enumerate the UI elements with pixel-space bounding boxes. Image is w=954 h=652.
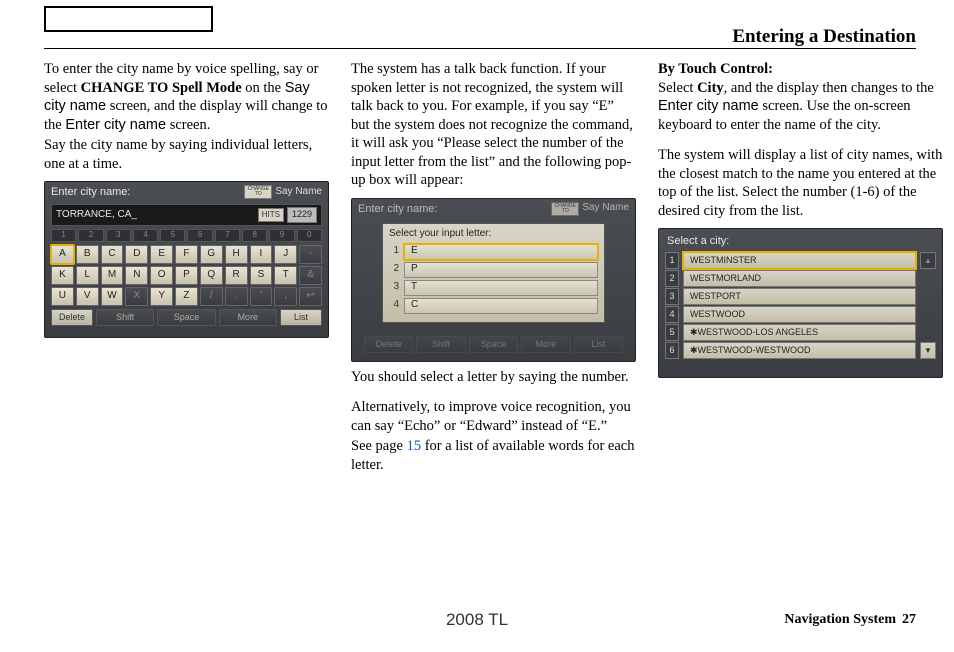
dev1-input-field[interactable]: TORRANCE, CA_ HITS 1229 xyxy=(51,204,322,226)
screenshot-select-city: Select a city: 1WESTMINSTER▲ 2WESTMORLAN… xyxy=(658,228,943,378)
key[interactable]: S xyxy=(250,266,273,285)
space-button[interactable]: Space xyxy=(157,309,215,326)
key[interactable]: P xyxy=(175,266,198,285)
key[interactable]: B xyxy=(76,245,99,264)
key[interactable]: L xyxy=(76,266,99,285)
dev1-number-row: 1 2 3 4 5 6 7 8 9 0 xyxy=(51,229,322,242)
city-option[interactable]: WESTMORLAND xyxy=(683,270,916,287)
city-option[interactable]: ✱WESTWOOD-WESTWOOD xyxy=(683,342,916,359)
key[interactable]: T xyxy=(274,266,297,285)
col2-para1: The system has a talk back function. If … xyxy=(351,60,636,190)
hits-label: HITS xyxy=(258,208,284,222)
key[interactable]: Z xyxy=(175,287,198,306)
key-comma[interactable]: , xyxy=(274,287,297,306)
dev3-title: Select a city: xyxy=(659,229,942,251)
popup-option[interactable]: C xyxy=(404,298,598,314)
key[interactable]: N xyxy=(125,266,148,285)
key[interactable]: W xyxy=(101,287,124,306)
key[interactable]: R xyxy=(225,266,248,285)
more-button: More xyxy=(521,336,570,353)
space-button: Space xyxy=(469,336,518,353)
numkey[interactable]: 0 xyxy=(297,229,322,242)
more-button[interactable]: More xyxy=(219,309,277,326)
change-to-button: CHANGETO xyxy=(551,202,579,216)
popup-select-letter: Select your input letter: 1E 2P 3T 4C xyxy=(382,223,605,323)
page-title: Entering a Destination xyxy=(732,26,916,48)
city-option[interactable]: WESTWOOD xyxy=(683,306,916,323)
key-enter[interactable]: ↩ xyxy=(299,287,322,306)
key[interactable]: F xyxy=(175,245,198,264)
col2-para4: See page 15 for a list of available word… xyxy=(351,437,636,474)
say-name-label: Say Name xyxy=(275,186,322,199)
key[interactable]: X xyxy=(125,287,148,306)
numkey[interactable]: 1 xyxy=(51,229,76,242)
numkey[interactable]: 7 xyxy=(215,229,240,242)
col2-para2: You should select a letter by saying the… xyxy=(351,368,636,387)
col1-para1: To enter the city name by voice spelling… xyxy=(44,60,329,134)
delete-button[interactable]: Delete xyxy=(51,309,93,326)
key-slash[interactable]: / xyxy=(200,287,223,306)
screenshot-select-input-letter: Enter city name: CHANGETO Say Name Selec… xyxy=(351,198,636,362)
key[interactable]: Y xyxy=(150,287,173,306)
key-apos[interactable]: ' xyxy=(250,287,273,306)
numkey[interactable]: 4 xyxy=(133,229,158,242)
change-to-button[interactable]: CHANGETO xyxy=(244,185,272,199)
key[interactable]: I xyxy=(250,245,273,264)
col3-para2: The system will display a list of city n… xyxy=(658,146,943,220)
top-blank-box xyxy=(44,6,213,32)
key[interactable]: G xyxy=(200,245,223,264)
popup-option[interactable]: T xyxy=(404,280,598,296)
key[interactable]: H xyxy=(225,245,248,264)
key-a[interactable]: A xyxy=(51,245,74,264)
key[interactable]: D xyxy=(125,245,148,264)
scroll-up-icon[interactable]: ▲ xyxy=(920,252,936,269)
key-hyphen[interactable]: - xyxy=(299,245,322,264)
popup-title: Select your input letter: xyxy=(389,228,598,241)
footer-right: Navigation System27 xyxy=(784,612,916,628)
numkey[interactable]: 8 xyxy=(242,229,267,242)
col1-para2: Say the city name by saying individual l… xyxy=(44,136,329,173)
page-link[interactable]: 15 xyxy=(407,438,422,454)
key[interactable]: C xyxy=(101,245,124,264)
shift-button: Shift xyxy=(416,336,465,353)
screenshot-enter-city-keyboard: Enter city name: CHANGETO Say Name TORRA… xyxy=(44,181,329,338)
key[interactable]: U xyxy=(51,287,74,306)
popup-option[interactable]: P xyxy=(404,262,598,278)
key[interactable]: E xyxy=(150,245,173,264)
key[interactable]: Q xyxy=(200,266,223,285)
numkey[interactable]: 9 xyxy=(269,229,294,242)
key[interactable]: V xyxy=(76,287,99,306)
numkey[interactable]: 6 xyxy=(187,229,212,242)
hits-count: 1229 xyxy=(287,207,317,223)
key-dot[interactable]: . xyxy=(225,287,248,306)
dev2-title: Enter city name: xyxy=(358,202,437,216)
popup-option[interactable]: E xyxy=(404,244,598,260)
key[interactable]: J xyxy=(274,245,297,264)
scroll-down-icon[interactable]: ▼ xyxy=(920,342,936,359)
key[interactable]: O xyxy=(150,266,173,285)
list-button: List xyxy=(574,336,623,353)
key-amp[interactable]: & xyxy=(299,266,322,285)
key[interactable]: K xyxy=(51,266,74,285)
numkey[interactable]: 5 xyxy=(160,229,185,242)
city-option[interactable]: ✱WESTWOOD-LOS ANGELES xyxy=(683,324,916,341)
header-rule xyxy=(44,48,916,49)
list-button[interactable]: List xyxy=(280,309,322,326)
shift-button[interactable]: Shift xyxy=(96,309,154,326)
numkey[interactable]: 3 xyxy=(106,229,131,242)
say-name-label: Say Name xyxy=(582,202,629,215)
delete-button: Delete xyxy=(364,336,413,353)
city-option[interactable]: WESTMINSTER xyxy=(683,252,916,269)
dev1-title: Enter city name: xyxy=(51,185,130,199)
numkey[interactable]: 2 xyxy=(78,229,103,242)
col2-para3: Alternatively, to improve voice recognit… xyxy=(351,398,636,435)
col3-para1: By Touch Control: Select City, and the d… xyxy=(658,60,943,134)
city-option[interactable]: WESTPORT xyxy=(683,288,916,305)
key[interactable]: M xyxy=(101,266,124,285)
